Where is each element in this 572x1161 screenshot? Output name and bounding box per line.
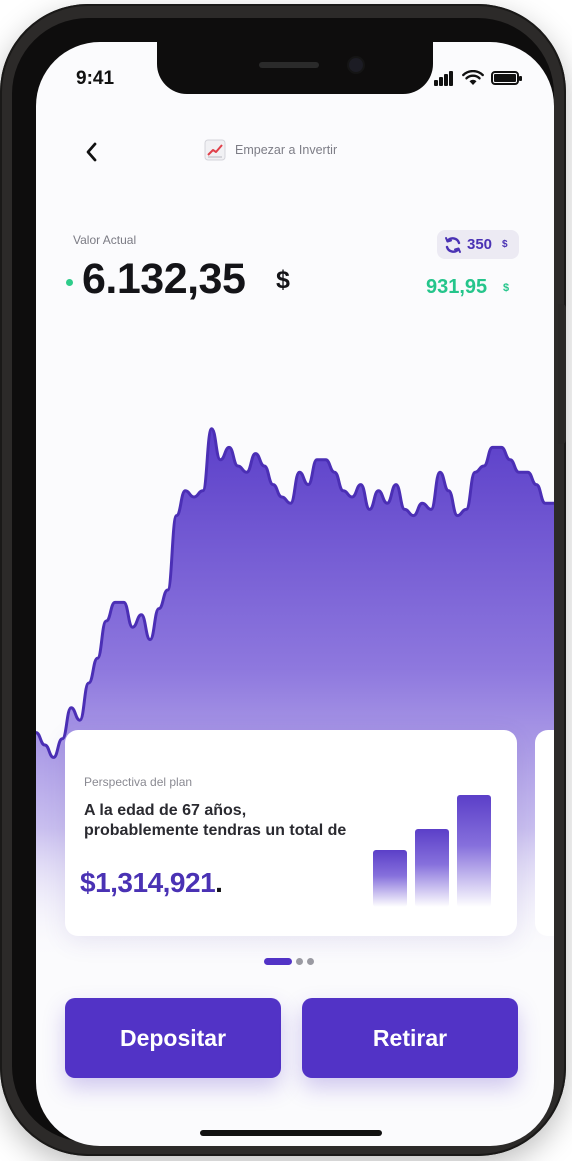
- next-card-peek[interactable]: [535, 730, 554, 936]
- chart-line: [36, 427, 554, 759]
- notch: [157, 42, 433, 94]
- deposit-button[interactable]: Depositar: [65, 998, 281, 1078]
- home-indicator[interactable]: [200, 1130, 382, 1136]
- status-icons: [434, 70, 524, 86]
- points-currency: $: [502, 239, 508, 250]
- back-button[interactable]: [80, 140, 104, 164]
- projection-bars: [373, 795, 495, 907]
- chart-increasing-icon: [204, 139, 226, 161]
- projection-bar: [457, 795, 491, 907]
- gain-currency: $: [503, 282, 510, 294]
- projected-total: $1,314,921.: [80, 867, 223, 899]
- status-time: 9:41: [76, 68, 115, 89]
- battery-icon: [491, 71, 522, 85]
- header: Empezar a Invertir: [204, 138, 337, 162]
- plan-projection-card[interactable]: Perspectiva del plan A la edad de 67 año…: [65, 730, 517, 936]
- page-title: Empezar a Invertir: [235, 143, 338, 157]
- projection-bar: [415, 829, 449, 907]
- pager-dot-active[interactable]: [264, 958, 292, 965]
- points-value: 350: [467, 236, 493, 253]
- phone-frame: 9:41: [0, 4, 566, 1156]
- phone-bezel: 9:41: [12, 18, 554, 1146]
- app-screen: 9:41: [36, 42, 554, 1146]
- live-indicator-dot: [66, 279, 73, 286]
- side-button: [558, 304, 566, 444]
- projected-amount: $1,314,921: [80, 867, 216, 898]
- wifi-icon: [462, 70, 484, 85]
- balance-label: Valor Actual: [73, 233, 137, 247]
- projection-bar: [373, 849, 407, 907]
- balance-amount: 6.132,35: [82, 255, 246, 303]
- points-badge[interactable]: 350 $: [437, 230, 519, 259]
- speaker: [259, 62, 319, 68]
- pager-dot[interactable]: [307, 958, 314, 965]
- projected-amount-suffix: .: [215, 867, 223, 898]
- gain-amount: 931,95: [426, 276, 488, 298]
- front-camera: [349, 58, 363, 72]
- withdraw-button[interactable]: Retirar: [302, 998, 518, 1078]
- balance-currency: $: [276, 266, 290, 294]
- card-subtitle: Perspectiva del plan: [84, 775, 193, 789]
- pager-dot[interactable]: [296, 958, 303, 965]
- card-description: A la edad de 67 años, probablemente tend…: [84, 802, 347, 839]
- refresh-icon: [445, 236, 461, 253]
